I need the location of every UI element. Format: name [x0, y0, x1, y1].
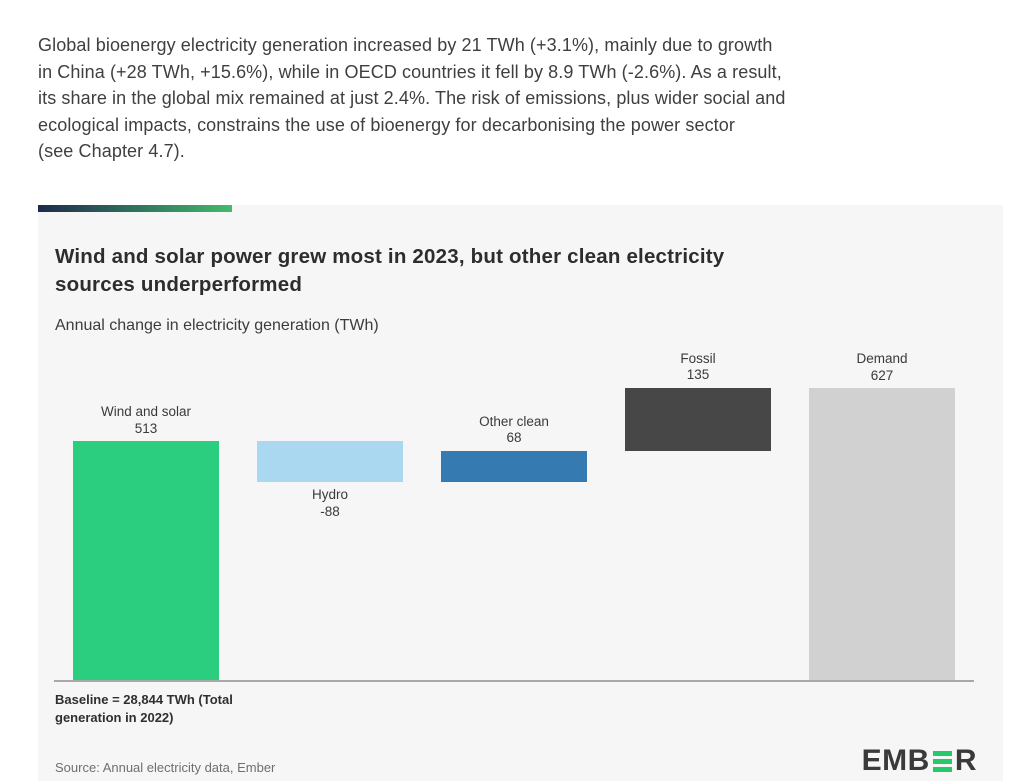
bar-fossil	[625, 387, 771, 451]
bar-demand	[809, 388, 955, 680]
waterfall-chart: Wind and solar 513 Hydro -88 Other clean 68 Fo…	[54, 345, 974, 682]
chart-title: Wind and solar power grew most in 2023, …	[55, 243, 955, 298]
ember-logo: EMB R	[862, 746, 977, 776]
intro-line: Global bioenergy electricity generation …	[38, 35, 773, 55]
bar-slot-other-clean: Other clean 68	[422, 345, 606, 680]
chart-title-line: sources underperformed	[55, 272, 303, 296]
baseline-note-line: Baseline = 28,844 TWh (Total	[55, 692, 233, 707]
bar-other-clean	[441, 450, 587, 483]
bar-value-label: 68	[506, 430, 522, 446]
chart-subtitle: Annual change in electricity generation …	[55, 317, 379, 334]
ember-logo-e-icon	[932, 750, 952, 772]
bar-slot-demand: Demand 627	[790, 345, 974, 680]
bar-category-label: Hydro	[311, 487, 348, 503]
bar-slot-hydro: Hydro -88	[238, 345, 422, 680]
bar-wind-and-solar	[73, 441, 219, 680]
bar-label-demand: Demand 627	[780, 351, 984, 384]
chart-panel: Wind and solar power grew most in 2023, …	[38, 205, 1003, 781]
bar-value-label: 513	[134, 420, 158, 436]
source-note: Source: Annual electricity data, Ember	[55, 760, 276, 775]
intro-line: (see Chapter 4.7).	[38, 141, 185, 161]
bar-value-label: -88	[320, 503, 340, 519]
bar-category-label: Wind and solar	[100, 404, 192, 420]
bar-value-label: 627	[870, 367, 894, 383]
bar-label-fossil: Fossil 135	[596, 351, 800, 384]
intro-line: in China (+28 TWh, +15.6%), while in OEC…	[38, 61, 782, 82]
baseline-note-line: generation in 2022)	[55, 709, 174, 725]
bar-slot-wind-and-solar: Wind and solar 513	[54, 345, 238, 680]
bar-category-label: Other clean	[479, 413, 549, 429]
intro-paragraph: Global bioenergy electricity generation …	[38, 32, 1023, 165]
accent-gradient-bar	[38, 205, 232, 212]
ember-logo-text-prefix: EMB	[861, 744, 930, 777]
bar-category-label: Fossil	[680, 350, 716, 366]
bar-label-wind-and-solar: Wind and solar 513	[44, 404, 248, 437]
intro-line: ecological impacts, constrains the use o…	[38, 114, 735, 135]
ember-logo-text-suffix: R	[954, 744, 977, 777]
bar-hydro	[257, 441, 403, 483]
bar-category-label: Demand	[856, 351, 908, 367]
baseline-note: Baseline = 28,844 TWh (Total generation …	[55, 691, 295, 726]
intro-line: its share in the global mix remained at …	[38, 88, 786, 108]
bar-slot-fossil: Fossil 135	[606, 345, 790, 680]
bar-label-other-clean: Other clean 68	[412, 414, 616, 447]
bar-value-label: 135	[686, 367, 710, 383]
chart-title-line: Wind and solar power grew most in 2023, …	[55, 245, 725, 268]
bar-label-hydro: Hydro -88	[228, 487, 432, 520]
